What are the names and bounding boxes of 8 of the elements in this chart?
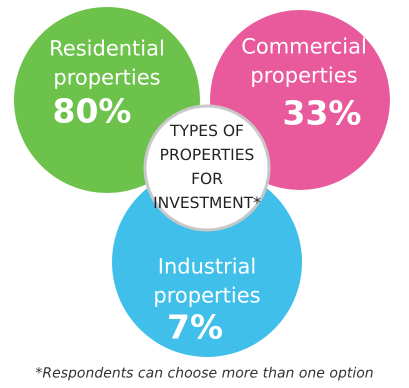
- text: *Respondents can choose more than one option: [35, 366, 374, 382]
- category-label: Industrial properties: [153, 254, 261, 308]
- category-label: Commercial properties: [241, 34, 367, 88]
- category-label: Residential properties: [49, 36, 165, 90]
- data-label: 7%: [166, 308, 224, 347]
- text: TYPES OF PROPERTIES FOR INVESTMENT*: [153, 122, 262, 212]
- data-label: 80%: [52, 92, 132, 131]
- data-label: 33%: [282, 94, 362, 133]
